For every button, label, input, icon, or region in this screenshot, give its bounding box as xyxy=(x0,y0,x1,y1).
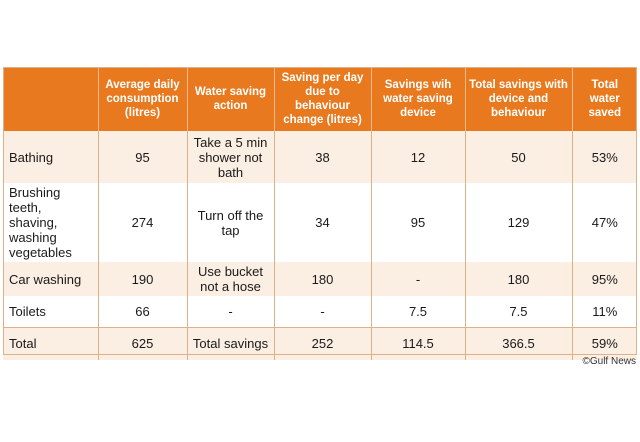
header-cell-total-water-saved: Total water saved xyxy=(572,67,637,131)
table-cell: 12 xyxy=(371,131,466,183)
table-cell: 50 xyxy=(465,131,573,183)
table-cell: Use bucket not a hose xyxy=(187,262,275,296)
table-cell: 95 xyxy=(371,183,466,262)
show-through-text-top xyxy=(0,0,640,62)
row-label: Car washing xyxy=(3,262,99,296)
table-cell: 190 xyxy=(98,262,188,296)
row-label: Bathing xyxy=(3,131,99,183)
table-cell: 47% xyxy=(572,183,637,262)
table-header-row: Average daily consumption (litres) Water… xyxy=(3,67,637,131)
table-cell: 53% xyxy=(572,131,637,183)
table-cell: 34 xyxy=(274,183,372,262)
table-cell: - xyxy=(274,296,372,327)
table-row: Bathing 95 Take a 5 min shower not bath … xyxy=(3,131,637,183)
table-row: Toilets 66 - - 7.5 7.5 11% xyxy=(3,296,637,327)
table-cell: Take a 5 min shower not bath xyxy=(187,131,275,183)
table-cell: 274 xyxy=(98,183,188,262)
show-through-text-bottom xyxy=(0,372,640,442)
table-cell: 252 xyxy=(274,326,372,360)
header-cell-saving-action: Water saving action xyxy=(187,67,275,131)
table-cell: 95 xyxy=(98,131,188,183)
table-cell: 7.5 xyxy=(465,296,573,327)
table-cell: Turn off the tap xyxy=(187,183,275,262)
table-cell: 180 xyxy=(465,262,573,296)
table-cell: 366.5 xyxy=(465,326,573,360)
water-savings-table: Average daily consumption (litres) Water… xyxy=(3,67,637,360)
table-cell: Total savings xyxy=(187,326,275,360)
header-cell-device-saving: Savings wih water saving device xyxy=(371,67,466,131)
header-cell-total-savings: Total savings with device and behaviour xyxy=(465,67,573,131)
table-cell: 7.5 xyxy=(371,296,466,327)
table-row: Car washing 190 Use bucket not a hose 18… xyxy=(3,262,637,296)
table-cell: - xyxy=(371,262,466,296)
header-cell-category xyxy=(3,67,99,131)
row-label: Total xyxy=(3,326,99,360)
row-label: Brushing teeth, shaving, washing vegetab… xyxy=(3,183,99,262)
table-cell: 66 xyxy=(98,296,188,327)
table-cell: 129 xyxy=(465,183,573,262)
table-cell: - xyxy=(187,296,275,327)
header-cell-average-consumption: Average daily consumption (litres) xyxy=(98,67,188,131)
table-cell: 180 xyxy=(274,262,372,296)
row-label: Toilets xyxy=(3,296,99,327)
water-savings-table-wrap: Average daily consumption (litres) Water… xyxy=(3,67,637,360)
table-cell: 38 xyxy=(274,131,372,183)
table-cell: 625 xyxy=(98,326,188,360)
source-credit: ©Gulf News xyxy=(582,356,637,367)
table-row: Brushing teeth, shaving, washing vegetab… xyxy=(3,183,637,262)
table-cell: 95% xyxy=(572,262,637,296)
table-cell: 114.5 xyxy=(371,326,466,360)
table-cell: 11% xyxy=(572,296,637,327)
header-cell-behaviour-saving: Saving per day due to behaviour change (… xyxy=(274,67,372,131)
table-total-row: Total 625 Total savings 252 114.5 366.5 … xyxy=(3,326,637,360)
